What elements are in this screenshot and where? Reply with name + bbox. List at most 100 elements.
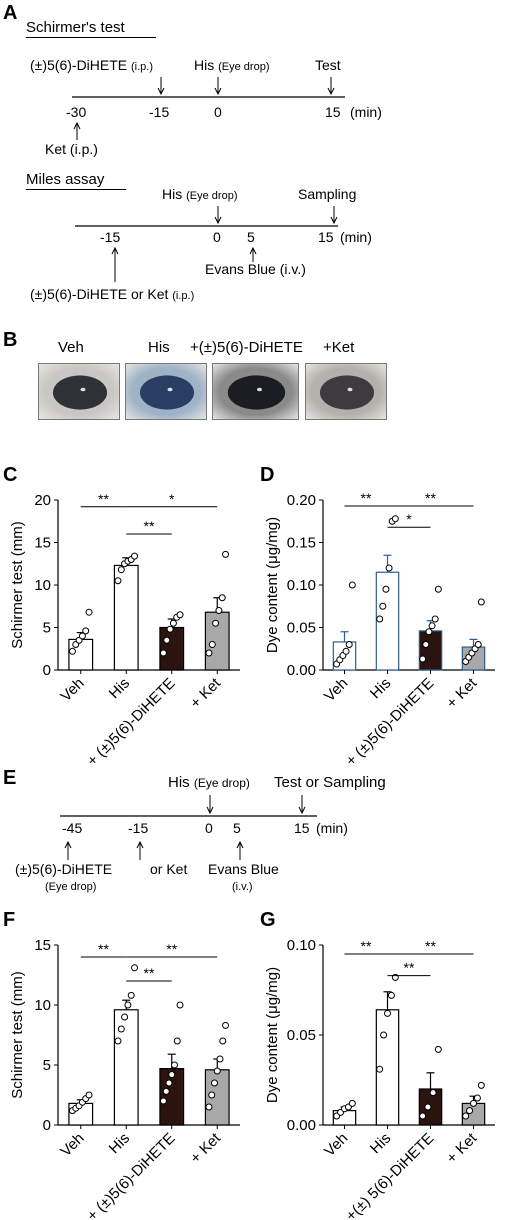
- data-point-F-1: [121, 1013, 129, 1021]
- data-point-C-0: [82, 627, 90, 635]
- data-point-G-1: [376, 1065, 384, 1073]
- data-point-D-2: [419, 655, 427, 663]
- data-point-C-0: [85, 608, 93, 616]
- data-point-G-3: [466, 1107, 474, 1115]
- eye-highlight-ket: [347, 387, 353, 392]
- eye-drawing-dihete: [227, 375, 286, 410]
- y-tick-label-D: 0.15: [287, 535, 316, 552]
- panel-letter-b: B: [3, 329, 18, 351]
- schirmer-arrow-dihete-head: [157, 87, 165, 96]
- data-point-D-2: [434, 585, 442, 593]
- y-axis-label-G: Dye content (μg/mg): [264, 967, 281, 1103]
- schirmer-arrow-test-head: [327, 87, 335, 96]
- data-point-C-3: [215, 607, 223, 614]
- x-tick-label-G-0: Veh: [321, 1130, 351, 1160]
- y-tick-label-C: 20: [34, 492, 51, 509]
- data-point-D-1: [379, 602, 387, 610]
- e-arrow-drug-head: [64, 840, 72, 849]
- data-point-F-3: [222, 1021, 230, 1029]
- miles-arrow-pretreat-head: [111, 246, 119, 255]
- schirmer-arrow-ket-head: [73, 121, 81, 130]
- data-point-C-3: [208, 641, 216, 648]
- eye-photo-veh: [38, 363, 120, 420]
- data-point-G-3: [473, 1094, 481, 1102]
- y-axis-label-F: Schirmer test (mm): [9, 971, 26, 1099]
- data-point-G-3: [477, 1081, 485, 1089]
- data-point-F-1: [124, 1001, 132, 1009]
- e-evans-label: Evans Blue: [208, 861, 279, 877]
- eyeball-ket: [319, 375, 375, 410]
- e-tick-minus45: -45: [62, 820, 83, 836]
- x-tick-label-D-0: Veh: [321, 675, 351, 705]
- e-arrow-ket-head: [136, 840, 144, 849]
- significance-label-D-0: **: [361, 490, 372, 506]
- data-point-D-1: [382, 585, 390, 593]
- eye-highlight-his: [167, 387, 173, 392]
- data-point-D-0: [342, 647, 350, 655]
- e-unit: (min): [316, 820, 348, 836]
- y-tick-label-G: 0.05: [287, 1027, 316, 1044]
- significance-label-F-0: **: [98, 941, 109, 957]
- eyeball-veh: [52, 375, 108, 410]
- data-point-C-1: [131, 552, 139, 560]
- significance-label-G-0: **: [361, 938, 372, 954]
- schirmer-test-label: Test: [315, 57, 341, 73]
- x-tick-label-F-3: + Ket: [187, 1129, 225, 1167]
- eye-drawing-his: [139, 375, 195, 410]
- data-point-F-2: [171, 1061, 179, 1069]
- x-tick-label-D-3: + Ket: [443, 674, 481, 712]
- data-point-C-3: [212, 619, 220, 627]
- x-tick-label-G-1: His: [367, 1130, 394, 1157]
- miles-heading: Miles assay: [26, 171, 105, 188]
- y-tick-label-D: 0.05: [287, 620, 316, 637]
- data-point-C-1: [117, 566, 125, 574]
- schirmer-ket-label: Ket (i.p.): [45, 141, 98, 157]
- data-point-D-1: [385, 564, 393, 572]
- bar-C-2: [159, 626, 185, 671]
- data-point-C-0: [78, 632, 86, 640]
- schirmer-tick-0: 0: [214, 104, 222, 120]
- x-tick-label-F-0: Veh: [57, 1130, 87, 1160]
- significance-label-C-1: *: [169, 491, 175, 507]
- significance-label-F-1: **: [166, 941, 177, 957]
- significance-label-D-1: **: [425, 490, 436, 506]
- panel-letter-f: F: [3, 909, 16, 931]
- miles-tick-5: 5: [247, 229, 255, 245]
- eye-drawing-veh: [52, 375, 108, 410]
- data-point-G-1: [380, 1031, 388, 1039]
- y-tick-label-C: 0: [43, 662, 51, 679]
- panel-letter-a: A: [3, 2, 18, 24]
- data-point-F-2: [168, 1071, 176, 1079]
- e-tick-5: 5: [233, 820, 241, 836]
- miles-evans-label: Evans Blue (i.v.): [205, 261, 306, 277]
- data-point-D-2: [428, 622, 436, 630]
- eyeball-dihete: [227, 375, 286, 410]
- chart-D: 0.00 0.05 0.10 0.15 0.20 Dye content (μg/mg) V…: [264, 490, 495, 770]
- data-point-G-3: [470, 1099, 477, 1107]
- data-point-C-2: [169, 619, 177, 627]
- e-or-ket: or Ket: [150, 861, 188, 877]
- y-tick-label-G: 0.00: [287, 1117, 316, 1134]
- data-point-F-1: [114, 1037, 122, 1045]
- y-tick-label-D: 0.10: [287, 577, 316, 594]
- e-arrow-test-head: [298, 806, 306, 815]
- eye-label-veh: Veh: [58, 339, 84, 356]
- eye-label-dihete: +(±)5(6)-DiHETE: [190, 339, 303, 356]
- data-point-D-3: [474, 641, 482, 648]
- y-tick-label-D: 0.00: [287, 662, 316, 679]
- miles-his-label: His (Eye drop): [162, 186, 238, 202]
- bar-F-3: [204, 1069, 230, 1126]
- data-point-F-1: [117, 1025, 125, 1033]
- data-point-C-3: [218, 594, 226, 602]
- schirmer-heading-underline: [26, 37, 156, 38]
- y-tick-label-C: 5: [43, 620, 51, 637]
- miles-tick-0: 0: [213, 229, 221, 245]
- data-point-C-0: [68, 647, 76, 655]
- data-point-F-1: [127, 991, 135, 999]
- e-drug-label: (±)5(6)-DiHETE: [15, 861, 113, 877]
- schirmer-heading: Schirmer's test: [26, 19, 125, 36]
- data-point-G-2: [429, 1089, 437, 1097]
- y-tick-label-C: 10: [34, 577, 51, 594]
